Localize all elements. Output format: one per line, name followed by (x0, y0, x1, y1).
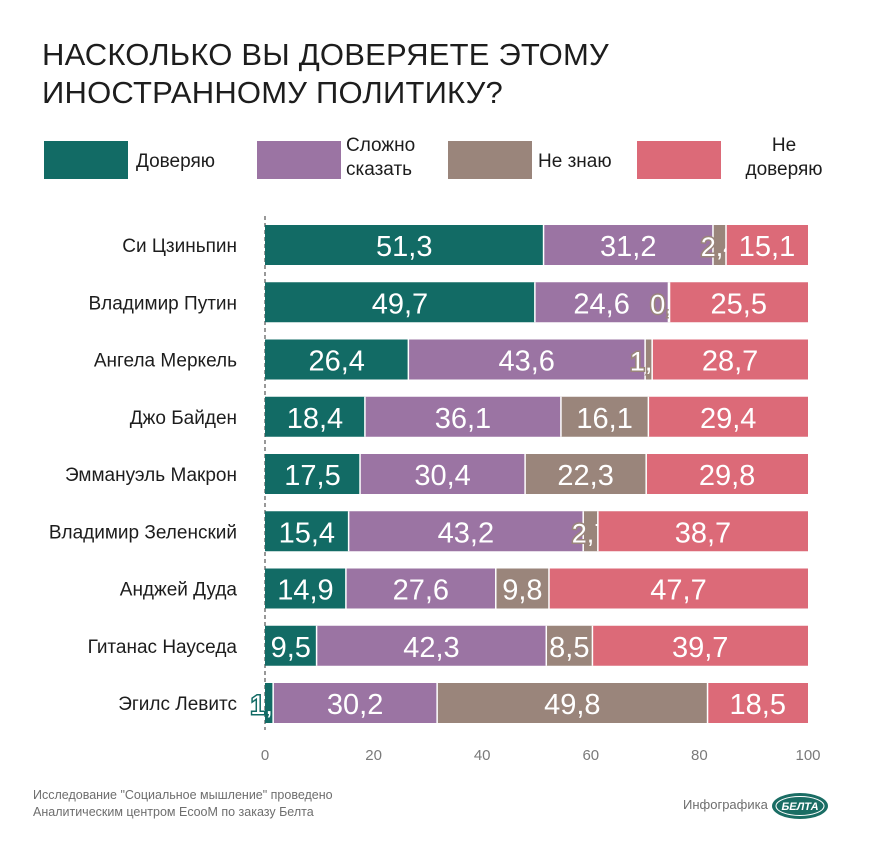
bar-segment (360, 454, 526, 494)
data-label: 17,5 (284, 460, 340, 492)
bar-segment (560, 396, 649, 437)
bar-segment (408, 339, 646, 380)
bar-segment (534, 282, 669, 323)
bar-segment (648, 396, 808, 437)
x-tick-label: 0 (261, 747, 269, 764)
data-label: 49,8 (544, 689, 600, 721)
bar-segment (583, 511, 598, 552)
category-label: Си Цзиньпин (122, 236, 237, 257)
data-label: 25,5 (711, 288, 767, 320)
category-label: Ангела Меркель (94, 351, 237, 372)
data-label: 51,3 (376, 231, 432, 263)
infographic-credit: Инфографика (683, 797, 768, 812)
data-label: 28,7 (702, 346, 758, 378)
x-tick-label: 40 (474, 747, 491, 764)
bar-segment (525, 454, 647, 494)
belta-logo: БЕЛТА (772, 793, 828, 819)
data-label: 22,3 (557, 460, 613, 492)
data-label: 42,3 (403, 632, 459, 664)
data-label: 30,4 (414, 460, 470, 492)
x-tick-label: 60 (582, 747, 599, 764)
category-label: Анджей Дуда (120, 580, 238, 601)
data-label: 14,9 (277, 575, 333, 607)
legend-label-2: Сложно сказать (346, 135, 416, 180)
chart-title: НАСКОЛЬКО ВЫ ДОВЕРЯЕТЕ ЭТОМУ ИНОСТРАННОМ… (42, 37, 609, 110)
data-label: 9,8 (502, 575, 542, 607)
legend-swatch-3 (448, 141, 532, 179)
bar-segment (265, 454, 361, 494)
bar-segment (265, 683, 274, 723)
bar-segment (265, 568, 346, 609)
data-label: 26,4 (308, 346, 364, 378)
data-label: 18,5 (730, 689, 786, 721)
bar-segment (348, 511, 584, 552)
category-label: Эммануэль Макрон (65, 465, 237, 486)
bar-segment (495, 568, 549, 609)
bar-segment (265, 511, 349, 552)
bar-segment (548, 568, 808, 609)
bar-segment (645, 339, 653, 380)
legend-label-3: Не знаю (538, 151, 612, 172)
svg-text:БЕЛТА: БЕЛТА (781, 801, 818, 813)
bar-segment (707, 683, 808, 723)
legend-swatch-2 (257, 141, 341, 179)
bar-segment (265, 282, 535, 323)
category-label: Гитанас Науседа (88, 637, 238, 658)
data-label: 24,6 (573, 288, 629, 320)
bar-segment (712, 225, 727, 265)
bar-segment (597, 511, 808, 552)
category-label: Владимир Зеленский (49, 522, 237, 543)
data-label: 36,1 (435, 403, 491, 435)
data-label: 31,2 (600, 231, 656, 263)
bar-segment (265, 396, 365, 437)
data-label: 27,6 (393, 575, 449, 607)
data-label: 47,7 (650, 575, 706, 607)
data-label: 49,7 (372, 288, 428, 320)
legend-label-4: Не доверяю (745, 135, 823, 180)
bar-segment (265, 225, 544, 265)
bar-segment (437, 683, 708, 723)
bar-segment (669, 282, 808, 323)
bar-segment (265, 625, 317, 666)
bar-segment (364, 396, 561, 437)
bar-segment (543, 225, 713, 265)
data-label: 43,6 (498, 346, 554, 378)
category-label: Эгилс Левитс (118, 694, 237, 715)
data-label: 16,1 (576, 403, 632, 435)
bar-segment (316, 625, 547, 666)
legend-label-1: Доверяю (136, 151, 215, 172)
bar-segment (726, 225, 808, 265)
data-label: 38,7 (675, 517, 731, 549)
data-label: 39,7 (672, 632, 728, 664)
legend-swatch-1 (44, 141, 128, 179)
data-label: 18,4 (287, 403, 343, 435)
data-label: 8,5 (549, 632, 589, 664)
bar-segment (592, 625, 808, 666)
data-label: 30,2 (327, 689, 383, 721)
bar-segment (345, 568, 496, 609)
source-note: Исследование "Социальное мышление" прове… (33, 788, 333, 819)
legend-swatch-4 (637, 141, 721, 179)
category-label: Владимир Путин (88, 293, 237, 314)
category-label: Джо Байден (130, 408, 237, 429)
bar-segment (273, 683, 438, 723)
data-label: 9,5 (271, 632, 311, 664)
x-tick-label: 100 (795, 747, 820, 764)
data-label: 29,4 (700, 403, 756, 435)
data-label: 15,1 (739, 231, 795, 263)
bar-segment (265, 339, 409, 380)
x-tick-label: 80 (691, 747, 708, 764)
bar-segment (652, 339, 808, 380)
data-label: 15,4 (279, 517, 335, 549)
bar-segment (546, 625, 593, 666)
data-label: 29,8 (699, 460, 755, 492)
bar-segment (646, 454, 808, 494)
data-label: 43,2 (438, 517, 494, 549)
x-tick-label: 20 (365, 747, 382, 764)
